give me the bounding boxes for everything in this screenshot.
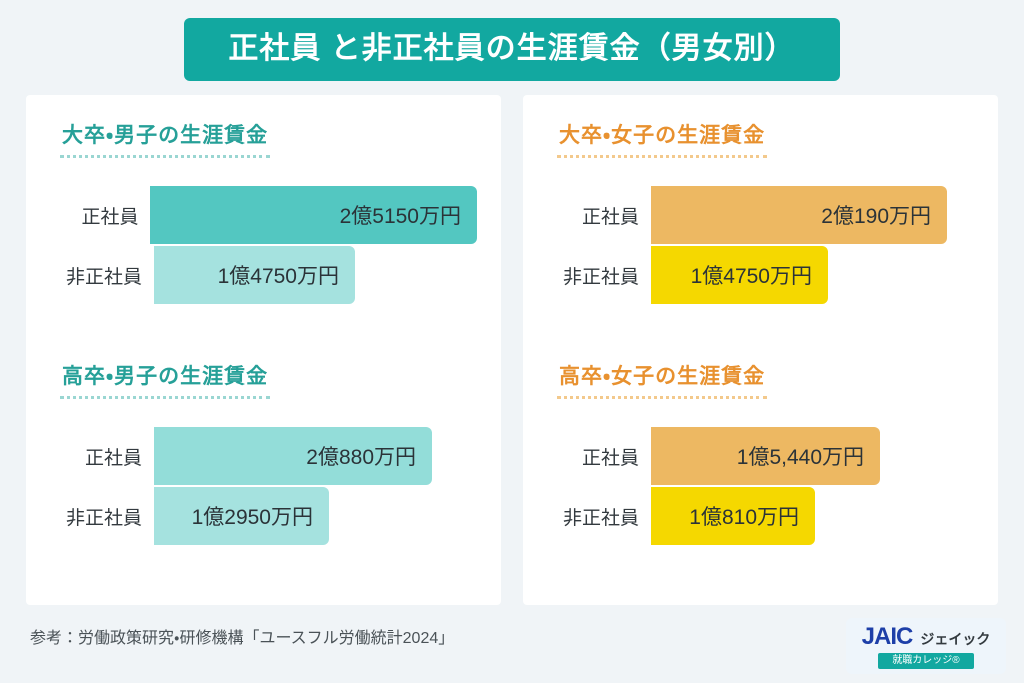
bar-non-regular-employee: 1億4750万円 (651, 246, 828, 305)
bar-regular-employee: 1億5,440万円 (651, 427, 880, 486)
panels-container: 大卒・男子の生涯賃金 正社員 2億5150万円 非正社員 1億4750万円 高卒… (26, 95, 998, 605)
logo-badge-label: 就職カレッジ® (878, 653, 974, 669)
bar-row-label: 正社員 (81, 206, 139, 228)
logo-wordmark-row: JAIC ジェイック (862, 625, 991, 649)
bar-value-label: 1億4750万円 (217, 265, 339, 289)
bar-row-label: 非正社員 (65, 507, 142, 529)
card-female: 大卒・女子の生涯賃金 正社員 2億190万円 非正社員 1億4750万円 高卒・… (523, 95, 998, 605)
panel-highschool-male: 高卒・男子の生涯賃金 正社員 2億880万円 非正社員 1億2950万円 (50, 364, 477, 605)
bar-value-label: 2億880万円 (306, 446, 416, 470)
bar-value-label: 2億190万円 (821, 205, 931, 229)
bar-rows-highschool-female: 正社員 1億5,440万円 非正社員 1億810万円 (547, 427, 974, 546)
panel-heading-university-male: 大卒・男子の生涯賃金 (60, 123, 271, 159)
panel-university-male: 大卒・男子の生涯賃金 正社員 2億5150万円 非正社員 1億4750万円 (50, 123, 477, 364)
bar-non-regular-employee: 1億4750万円 (154, 246, 355, 305)
bar-row-label: 正社員 (581, 206, 639, 228)
bar-row: 非正社員 1億4750万円 (50, 246, 477, 305)
bar-row-label: 正社員 (581, 447, 639, 469)
bar-row: 正社員 2億880万円 (50, 427, 477, 486)
bar-row-label: 非正社員 (562, 266, 639, 288)
bar-rows-university-female: 正社員 2億190万円 非正社員 1億4750万円 (547, 186, 974, 305)
bar-row-label: 非正社員 (65, 266, 142, 288)
panel-university-female: 大卒・女子の生涯賃金 正社員 2億190万円 非正社員 1億4750万円 (547, 123, 974, 364)
panel-heading-highschool-male: 高卒・男子の生涯賃金 (60, 364, 271, 400)
bar-row: 正社員 1億5,440万円 (547, 427, 974, 486)
bar-row: 正社員 2億190万円 (547, 186, 974, 245)
card-male: 大卒・男子の生涯賃金 正社員 2億5150万円 非正社員 1億4750万円 高卒… (26, 95, 501, 605)
page-title: 正社員 と非正社員の生涯賃金（男女別） (184, 18, 840, 81)
bar-row: 非正社員 1億2950万円 (50, 487, 477, 546)
bar-value-label: 1億5,440万円 (736, 446, 864, 470)
bar-value-label: 1億2950万円 (191, 506, 313, 530)
bar-row-label: 非正社員 (562, 507, 639, 529)
jaic-wordmark: JAIC (861, 623, 914, 650)
title-bar: 正社員 と非正社員の生涯賃金（男女別） (0, 18, 1024, 81)
bar-non-regular-employee: 1億2950万円 (154, 487, 329, 546)
bar-value-label: 1億810万円 (689, 506, 799, 530)
bar-rows-highschool-male: 正社員 2億880万円 非正社員 1億2950万円 (50, 427, 477, 546)
jaic-kana-label: ジェイック (920, 631, 991, 647)
bar-regular-employee: 2億5150万円 (150, 186, 477, 245)
bar-row: 非正社員 1億810万円 (547, 487, 974, 546)
panel-heading-university-female: 大卒・女子の生涯賃金 (557, 123, 768, 159)
jaic-logo: JAIC ジェイック 就職カレッジ® (846, 618, 1006, 674)
bar-value-label: 2億5150万円 (339, 205, 461, 229)
bar-row: 正社員 2億5150万円 (50, 186, 477, 245)
panel-highschool-female: 高卒・女子の生涯賃金 正社員 1億5,440万円 非正社員 1億810万円 (547, 364, 974, 605)
bar-regular-employee: 2億880万円 (154, 427, 432, 486)
bar-value-label: 1億4750万円 (690, 265, 812, 289)
bar-row-label: 正社員 (84, 447, 142, 469)
bar-rows-university-male: 正社員 2億5150万円 非正社員 1億4750万円 (50, 186, 477, 305)
bar-non-regular-employee: 1億810万円 (651, 487, 815, 546)
bar-row: 非正社員 1億4750万円 (547, 246, 974, 305)
source-note: 参考：労働政策研究・研修機構「ユースフル労働統計2024」 (30, 630, 455, 647)
panel-heading-highschool-female: 高卒・女子の生涯賃金 (557, 364, 768, 400)
bar-regular-employee: 2億190万円 (651, 186, 947, 245)
